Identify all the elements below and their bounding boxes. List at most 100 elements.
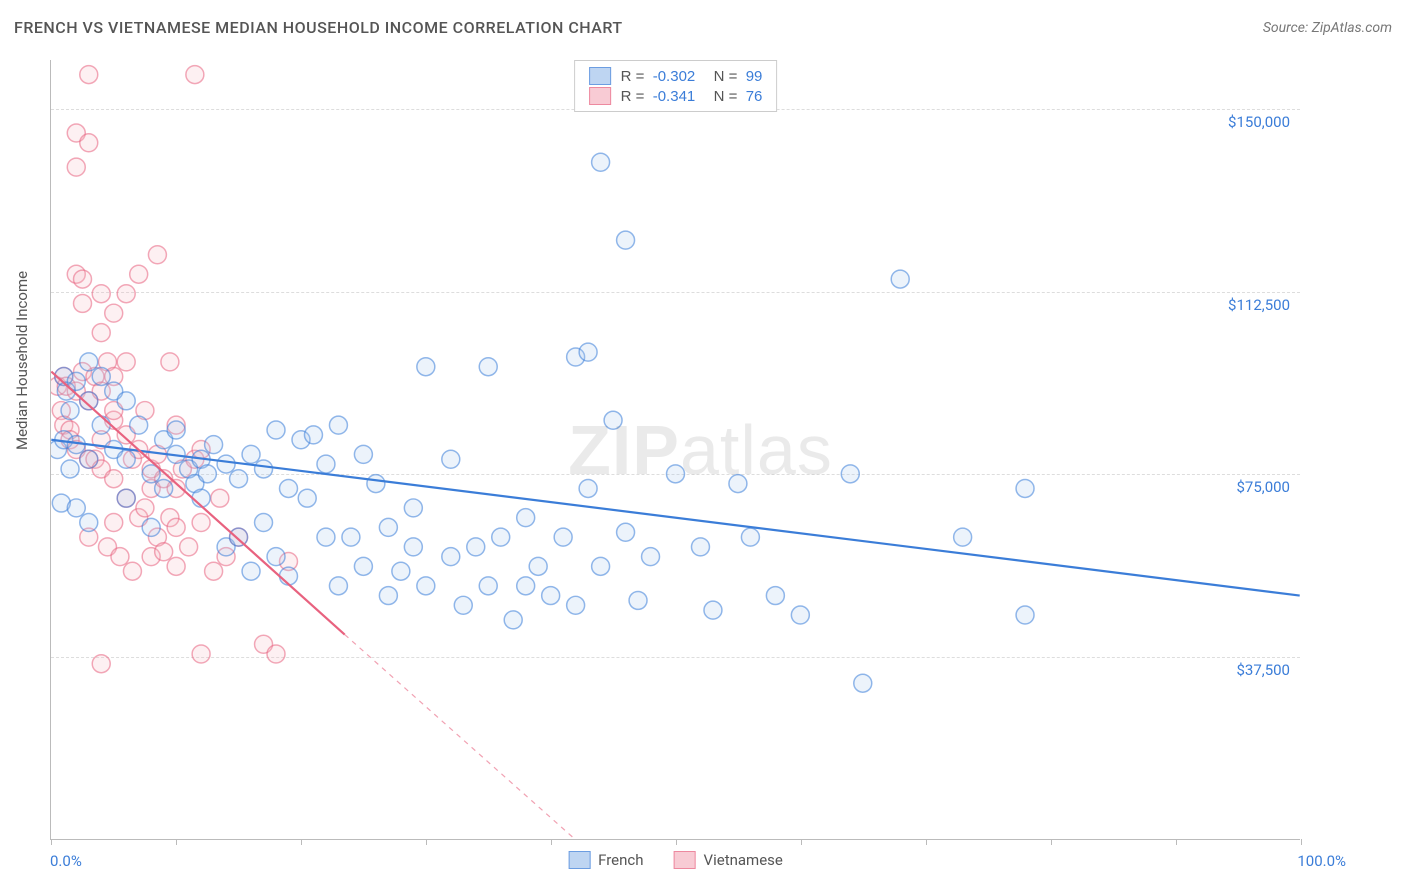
scatter-point-french [92,416,110,434]
legend-stats-row: R = -0.302 N = 99 [589,67,763,85]
x-tick [926,839,927,845]
scatter-point-french [130,416,148,434]
scatter-point-vietnamese [192,645,210,663]
scatter-point-french [242,445,260,463]
scatter-point-french [579,343,597,361]
chart-header: FRENCH VS VIETNAMESE MEDIAN HOUSEHOLD IN… [14,18,1392,37]
scatter-point-vietnamese [136,499,154,517]
scatter-point-french [604,411,622,429]
scatter-point-french [367,475,385,493]
x-tick [301,839,302,845]
scatter-point-french [592,557,610,575]
legend-swatch [568,851,590,869]
x-tick [1301,839,1302,845]
scatter-point-french [617,231,635,249]
scatter-point-french [454,596,472,614]
scatter-point-french [280,479,298,497]
scatter-point-french [80,450,98,468]
scatter-point-french [404,499,422,517]
scatter-point-french [379,587,397,605]
scatter-point-vietnamese [117,285,135,303]
scatter-point-french [954,528,972,546]
scatter-point-vietnamese [167,518,185,536]
scatter-point-vietnamese [161,353,179,371]
x-tick [801,839,802,845]
scatter-point-french [80,353,98,371]
scatter-point-french [242,562,260,580]
scatter-point-french [230,470,248,488]
scatter-point-french [304,426,322,444]
scatter-point-french [517,509,535,527]
legend-n-label: N = 76 [705,88,762,105]
trendline-french [51,440,1299,596]
scatter-point-vietnamese [205,562,223,580]
scatter-point-french [479,358,497,376]
legend-r-value: -0.341 [653,88,696,105]
scatter-point-french [492,528,510,546]
x-tick [176,839,177,845]
legend-r-value: -0.302 [653,68,696,85]
scatter-point-french [479,577,497,595]
scatter-point-vietnamese [192,514,210,532]
scatter-point-french [642,548,660,566]
scatter-point-french [554,528,572,546]
x-max-label: 100.0% [1297,852,1346,870]
legend-label: French [598,851,643,869]
scatter-point-french [92,367,110,385]
scatter-point-french [354,557,372,575]
scatter-point-french [155,479,173,497]
scatter-point-vietnamese [92,324,110,342]
scatter-point-french [267,548,285,566]
scatter-point-french [80,514,98,532]
scatter-point-french [766,587,784,605]
scatter-point-vietnamese [92,655,110,673]
scatter-point-vietnamese [148,246,166,264]
scatter-point-french [691,538,709,556]
legend-label: Vietnamese [704,851,783,869]
scatter-point-french [267,421,285,439]
scatter-point-french [579,479,597,497]
scatter-point-vietnamese [80,134,98,152]
scatter-point-french [392,562,410,580]
scatter-point-vietnamese [130,265,148,283]
scatter-point-french [1016,606,1034,624]
scatter-point-french [117,392,135,410]
scatter-point-french [217,455,235,473]
scatter-point-french [379,518,397,536]
scatter-point-french [841,465,859,483]
scatter-point-vietnamese [123,562,141,580]
scatter-point-vietnamese [74,294,92,312]
legend-swatch [589,87,611,105]
scatter-point-french [791,606,809,624]
x-tick [551,839,552,845]
scatter-point-french [167,421,185,439]
legend-r-label: R = -0.302 [621,68,696,85]
scatter-point-french [404,538,422,556]
scatter-point-french [617,523,635,541]
chart-source: Source: ZipAtlas.com [1263,20,1392,36]
legend-swatch [589,67,611,85]
scatter-point-vietnamese [92,285,110,303]
scatter-point-vietnamese [80,66,98,84]
trendline-extrapolated-vietnamese [345,635,613,839]
scatter-point-french [504,611,522,629]
scatter-point-vietnamese [167,557,185,575]
scatter-point-french [117,489,135,507]
scatter-point-vietnamese [105,514,123,532]
scatter-point-vietnamese [117,353,135,371]
legend-r-label: R = -0.341 [621,88,696,105]
chart-container: FRENCH VS VIETNAMESE MEDIAN HOUSEHOLD IN… [0,0,1406,892]
scatter-point-french [629,591,647,609]
legend-series: French Vietnamese [568,851,783,869]
scatter-svg [51,60,1300,839]
legend-item: French [568,851,643,869]
x-tick [1051,839,1052,845]
x-tick [426,839,427,845]
scatter-point-french [729,475,747,493]
scatter-point-french [317,455,335,473]
legend-stats: R = -0.302 N = 99 R = -0.341 N = 76 [574,60,778,112]
scatter-point-vietnamese [67,158,85,176]
scatter-point-french [142,518,160,536]
scatter-point-french [354,445,372,463]
scatter-point-vietnamese [267,645,285,663]
